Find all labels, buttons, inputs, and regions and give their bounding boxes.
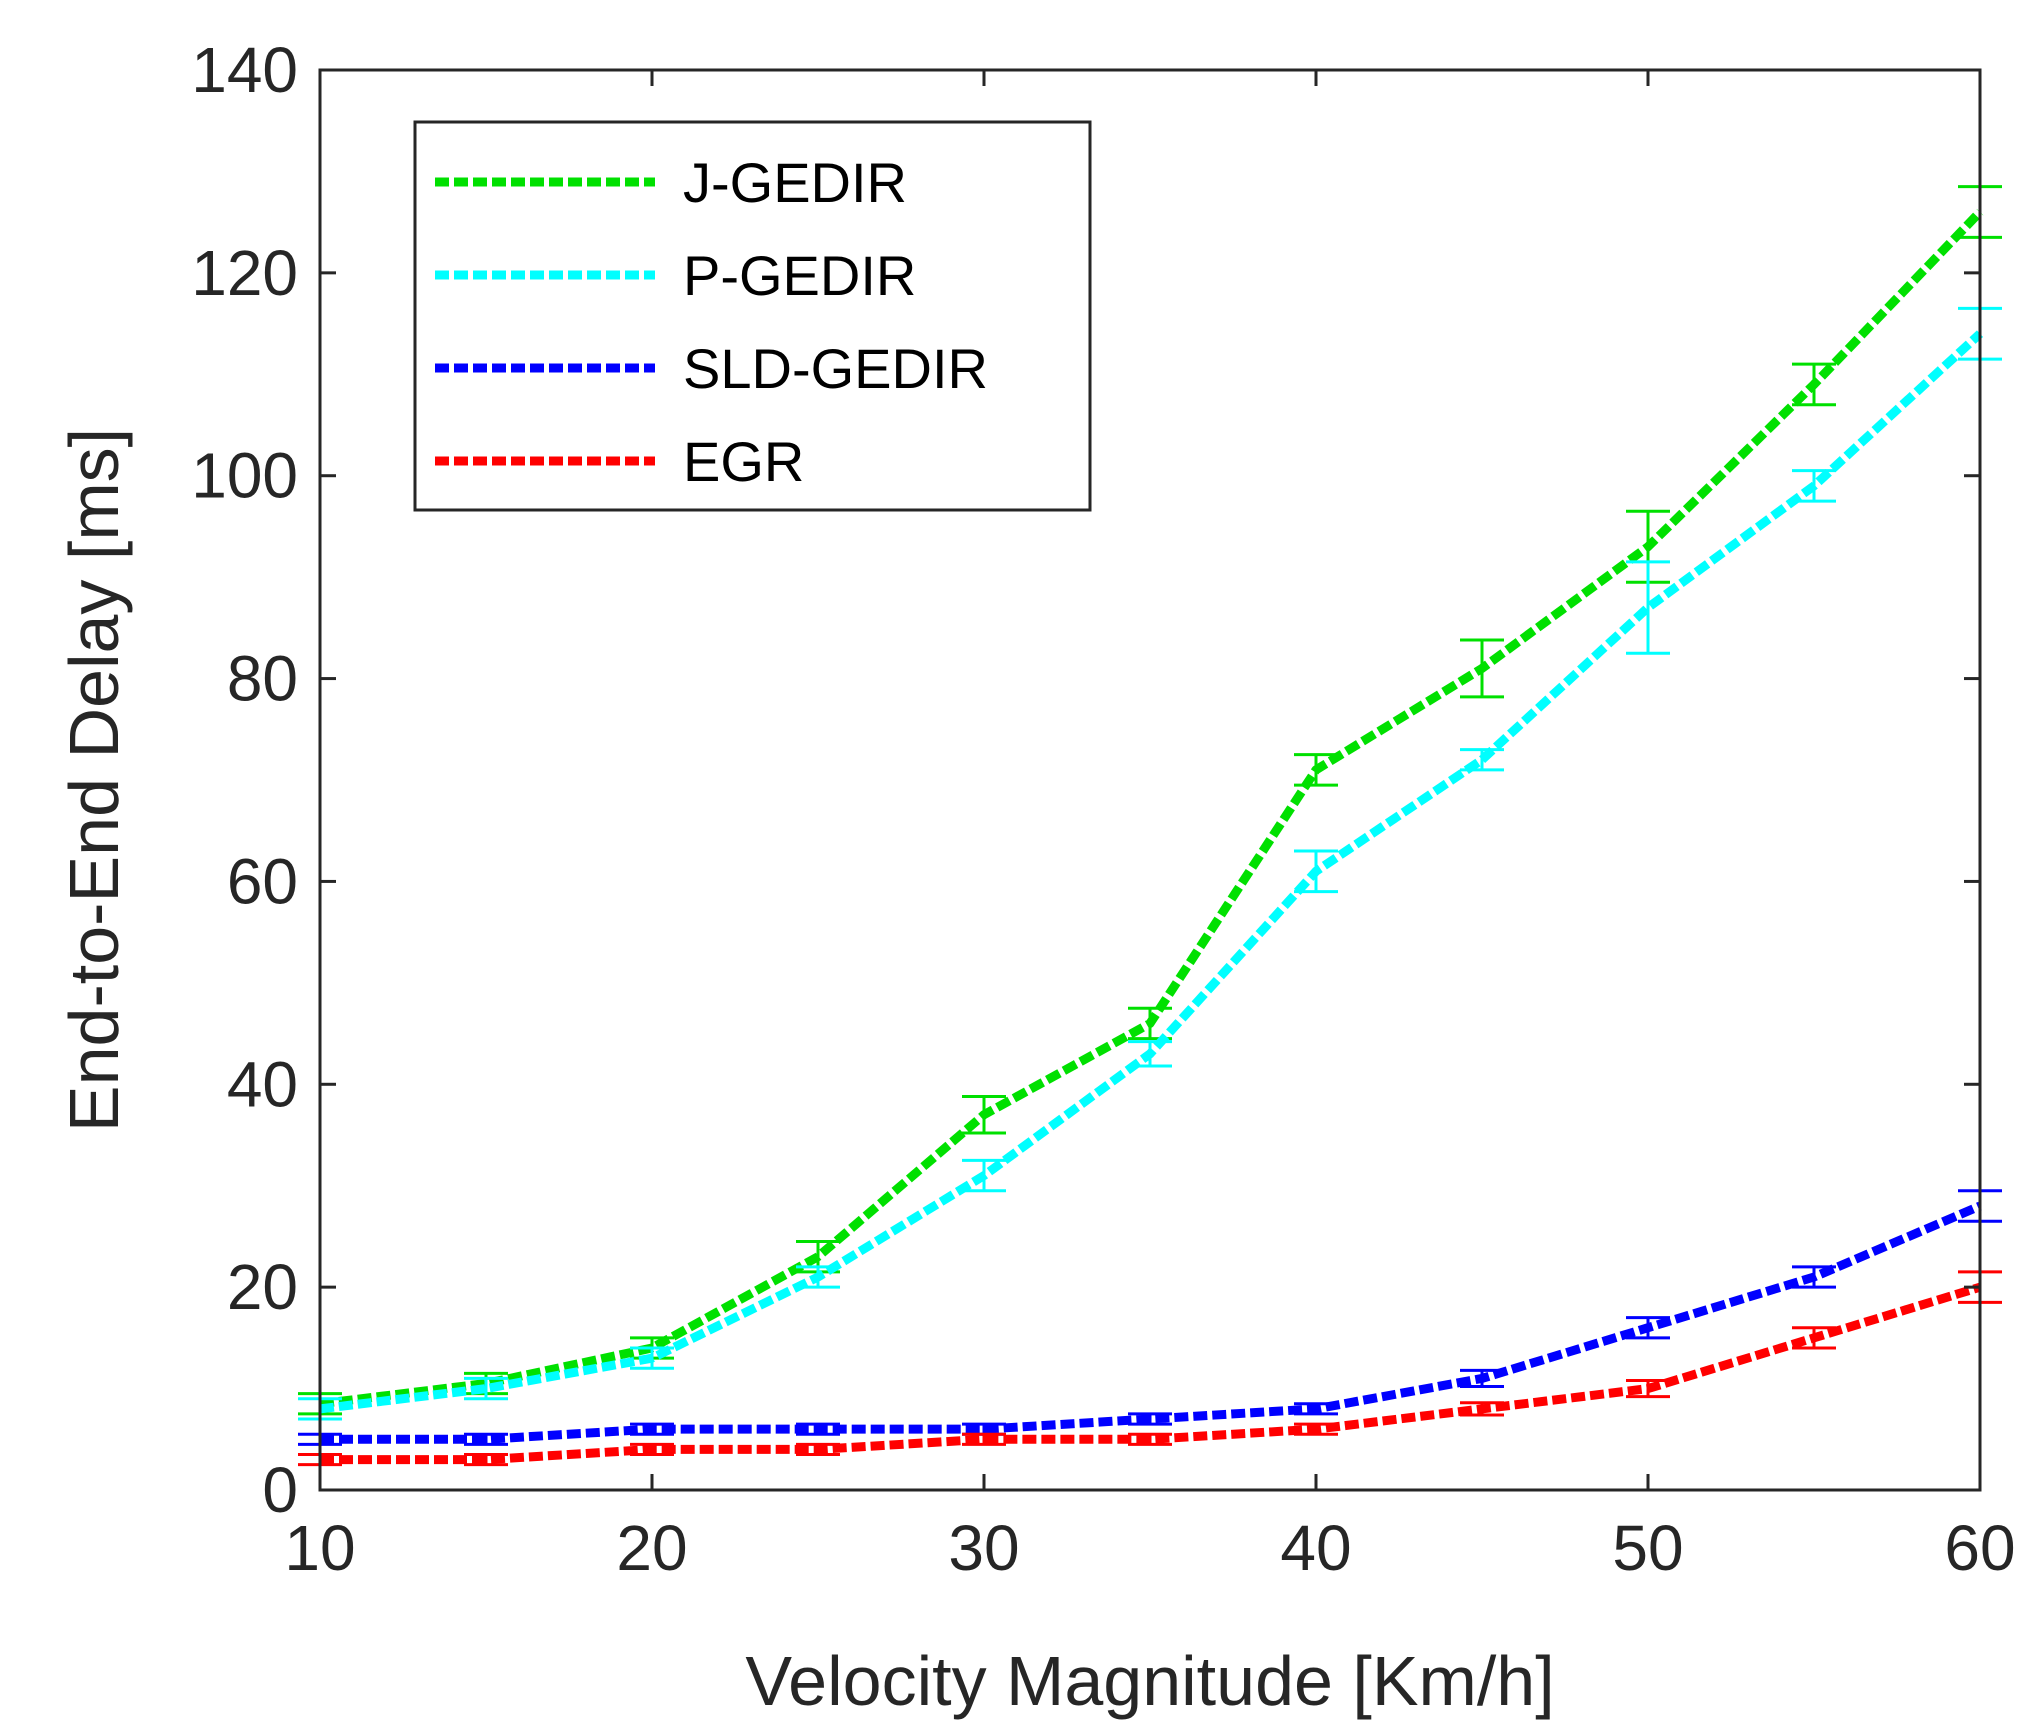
data-point	[1481, 1377, 1483, 1380]
data-point	[1315, 870, 1317, 873]
data-point	[651, 1357, 653, 1360]
data-point	[1149, 1022, 1151, 1025]
data-point	[1813, 1276, 1815, 1278]
x-tick-label: 30	[948, 1512, 1019, 1584]
data-point	[1315, 1407, 1317, 1410]
x-tick-label: 40	[1280, 1512, 1351, 1584]
data-point	[651, 1428, 653, 1431]
tick-layer: 10 20 30 40 50 60 0 20 40 60 80 100 120 140	[191, 34, 2015, 1584]
data-point	[1149, 1418, 1151, 1420]
data-point	[1315, 1428, 1317, 1431]
y-tick-label: 0	[262, 1454, 298, 1526]
x-tick-label: 20	[616, 1512, 687, 1584]
data-point	[817, 1448, 819, 1451]
legend: J-GEDIR P-GEDIR SLD-GEDIR EGR	[413, 120, 1092, 512]
data-point	[1647, 545, 1649, 548]
series-layer	[298, 185, 2002, 1467]
y-axis-title: End-to-End Delay [ms]	[55, 428, 133, 1132]
data-point	[817, 1255, 819, 1258]
y-tick-label: 80	[227, 643, 298, 715]
y-tick-label: 40	[227, 1048, 298, 1120]
data-point	[817, 1276, 819, 1278]
data-point	[1813, 484, 1815, 487]
x-tick-label: 10	[284, 1512, 355, 1584]
data-point	[983, 1428, 985, 1431]
y-tick-label: 20	[227, 1251, 298, 1323]
y-tick-label: 140	[191, 34, 298, 106]
data-point	[817, 1428, 819, 1431]
x-axis-title: Velocity Magnitude [Km/h]	[745, 1642, 1554, 1720]
legend-label: P-GEDIR	[683, 244, 916, 307]
data-point	[485, 1387, 487, 1390]
x-tick-label: 60	[1944, 1512, 2015, 1584]
data-point	[1481, 758, 1483, 761]
data-point	[485, 1458, 487, 1461]
y-tick-label: 60	[227, 845, 298, 917]
data-point	[1813, 383, 1815, 386]
legend-label: EGR	[683, 430, 804, 493]
data-point	[1481, 667, 1483, 670]
series-line	[320, 1201, 1982, 1444]
data-point	[1647, 606, 1649, 609]
data-point	[651, 1448, 653, 1451]
data-point	[983, 1113, 985, 1116]
data-point	[485, 1438, 487, 1441]
data-point	[1149, 1438, 1151, 1441]
legend-label: SLD-GEDIR	[683, 337, 988, 400]
y-tick-label: 120	[191, 237, 298, 309]
series-sld-gedir	[298, 1189, 2002, 1446]
data-point	[983, 1438, 985, 1441]
data-point	[1315, 768, 1317, 771]
y-tick-label: 100	[191, 440, 298, 512]
legend-label: J-GEDIR	[683, 151, 907, 214]
data-point	[1813, 1336, 1815, 1339]
plot-frame	[318, 68, 1982, 1492]
data-point	[1647, 1326, 1649, 1329]
x-tick-label: 50	[1612, 1512, 1683, 1584]
data-point	[1481, 1407, 1483, 1410]
data-point	[1149, 1052, 1151, 1055]
legend-box	[413, 120, 1092, 512]
data-point	[1647, 1387, 1649, 1390]
data-point	[983, 1174, 985, 1177]
